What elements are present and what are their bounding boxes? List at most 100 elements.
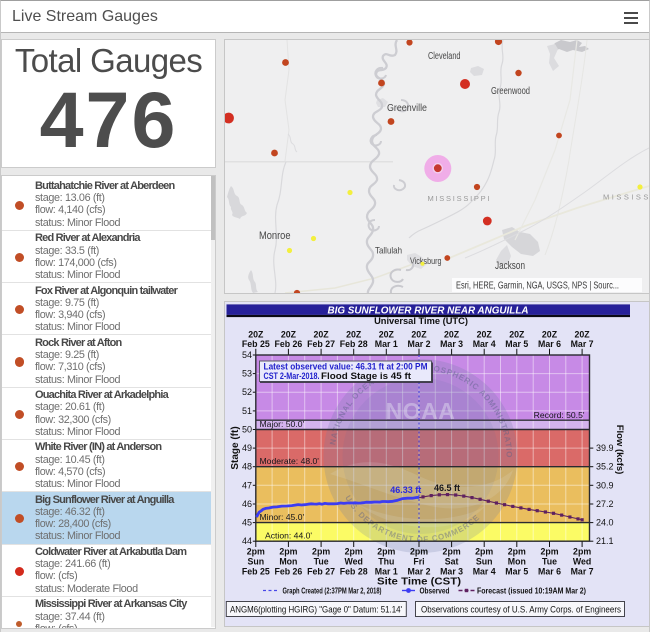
- svg-text:Latest observed value: 46.31: Latest observed value: 46.31 ft at 2:00 …: [263, 362, 427, 372]
- svg-text:2pm: 2pm: [409, 547, 427, 557]
- svg-text:Monroe: Monroe: [259, 230, 291, 242]
- svg-text:20Z: 20Z: [574, 330, 590, 340]
- svg-text:46.33 ft: 46.33 ft: [390, 485, 421, 495]
- svg-text:20Z: 20Z: [444, 330, 460, 340]
- svg-text:Sun: Sun: [475, 557, 492, 567]
- svg-text:MISSISSIPPI: MISSISSIPPI: [427, 194, 489, 203]
- svg-text:Action: 44.0': Action: 44.0': [265, 530, 312, 540]
- svg-text:Sun: Sun: [247, 557, 264, 567]
- svg-text:BIG SUNFLOWER RIVER NEAR ANGUI: BIG SUNFLOWER RIVER NEAR ANGUILLA: [327, 305, 528, 316]
- svg-text:2pm: 2pm: [507, 547, 525, 557]
- svg-text:2pm: 2pm: [573, 547, 591, 557]
- svg-text:53: 53: [241, 369, 251, 379]
- svg-text:2pm: 2pm: [246, 547, 264, 557]
- svg-text:Graph Created (2:37PM Mar 2, 2: Graph Created (2:37PM Mar 2, 2018): [282, 587, 381, 596]
- svg-text:30.9: 30.9: [596, 480, 614, 490]
- svg-text:44: 44: [241, 536, 251, 546]
- svg-text:51: 51: [241, 406, 251, 416]
- svg-text:Stage (ft): Stage (ft): [230, 426, 241, 469]
- svg-text:Mon: Mon: [507, 557, 525, 567]
- svg-text:Greenwood: Greenwood: [491, 86, 530, 97]
- svg-text:Jackson: Jackson: [495, 260, 525, 272]
- svg-text:Wed: Wed: [572, 557, 590, 567]
- svg-text:Site Time (CST): Site Time (CST): [377, 576, 461, 587]
- svg-text:Flow (kcfs): Flow (kcfs): [614, 425, 625, 475]
- svg-text:CST 2-Mar-2018.: CST 2-Mar-2018.: [263, 371, 319, 381]
- svg-text:46: 46: [241, 499, 251, 509]
- svg-text:Feb 25: Feb 25: [241, 339, 269, 349]
- svg-text:24.0: 24.0: [596, 518, 614, 528]
- svg-text:Tallulah: Tallulah: [375, 246, 402, 257]
- svg-text:ANGM6(plotting HGIRG) "Gage 0": ANGM6(plotting HGIRG) "Gage 0" Datum: 51…: [230, 604, 402, 614]
- svg-text:Mar 3: Mar 3: [440, 339, 463, 349]
- svg-text:2pm: 2pm: [312, 547, 330, 557]
- svg-text:Thu: Thu: [378, 557, 394, 567]
- svg-text:Feb 26: Feb 26: [274, 567, 302, 577]
- svg-text:52: 52: [241, 387, 251, 397]
- svg-text:Mar 4: Mar 4: [472, 339, 495, 349]
- svg-text:Feb 25: Feb 25: [241, 567, 269, 577]
- svg-text:20Z: 20Z: [411, 330, 427, 340]
- svg-text:Vicksburg: Vicksburg: [410, 256, 442, 267]
- svg-text:2pm: 2pm: [279, 547, 297, 557]
- svg-text:Fri: Fri: [413, 557, 424, 567]
- svg-text:Moderate: 48.0': Moderate: 48.0': [259, 456, 319, 466]
- svg-text:Mon: Mon: [279, 557, 297, 567]
- svg-text:Feb 27: Feb 27: [307, 339, 335, 349]
- svg-text:20Z: 20Z: [280, 330, 296, 340]
- svg-text:Wed: Wed: [344, 557, 362, 567]
- svg-text:46.5 ft: 46.5 ft: [434, 483, 460, 493]
- svg-text:45: 45: [241, 518, 251, 528]
- svg-text:MISSISSI: MISSISSI: [603, 193, 649, 202]
- svg-text:Sat: Sat: [444, 557, 458, 567]
- svg-text:Tue: Tue: [313, 557, 328, 567]
- svg-text:Mar 1: Mar 1: [374, 567, 397, 577]
- svg-text:Observations courtesy of U.S.: Observations courtesy of U.S. Army Corps…: [421, 604, 621, 614]
- svg-text:2pm: 2pm: [344, 547, 362, 557]
- svg-text:20Z: 20Z: [541, 330, 557, 340]
- svg-text:49: 49: [241, 443, 251, 453]
- svg-text:Forecast (issued 10:19AM Mar 2: Forecast (issued 10:19AM Mar 2): [477, 587, 586, 596]
- svg-text:2pm: 2pm: [540, 547, 558, 557]
- svg-text:35.2: 35.2: [596, 462, 614, 472]
- svg-text:Minor: 45.0': Minor: 45.0': [259, 512, 304, 522]
- svg-text:39.9: 39.9: [596, 443, 614, 453]
- svg-text:Feb 26: Feb 26: [274, 339, 302, 349]
- svg-text:Feb 27: Feb 27: [307, 567, 335, 577]
- svg-text:20Z: 20Z: [346, 330, 362, 340]
- svg-text:Esri, HERE, Garmin, NGA, USGS,: Esri, HERE, Garmin, NGA, USGS, NPS | Sou…: [456, 281, 619, 292]
- svg-text:Observed: Observed: [419, 587, 449, 596]
- svg-text:2pm: 2pm: [377, 547, 395, 557]
- svg-text:Mar 3: Mar 3: [440, 567, 463, 577]
- svg-text:Mar 7: Mar 7: [570, 567, 593, 577]
- svg-text:2pm: 2pm: [442, 547, 460, 557]
- svg-text:Flood Stage is 45 ft: Flood Stage is 45 ft: [321, 371, 411, 381]
- svg-text:Mar 5: Mar 5: [505, 339, 528, 349]
- svg-text:2pm: 2pm: [475, 547, 493, 557]
- svg-text:Feb 28: Feb 28: [339, 339, 367, 349]
- svg-text:20Z: 20Z: [378, 330, 394, 340]
- svg-text:Mar 5: Mar 5: [505, 567, 528, 577]
- svg-text:Feb 28: Feb 28: [339, 567, 367, 577]
- svg-text:47: 47: [241, 480, 251, 490]
- svg-text:Major: 50.0': Major: 50.0': [259, 419, 304, 429]
- svg-text:20Z: 20Z: [313, 330, 329, 340]
- svg-text:Mar 1: Mar 1: [374, 339, 397, 349]
- svg-text:21.1: 21.1: [596, 536, 614, 546]
- svg-text:Record: 50.5': Record: 50.5': [533, 410, 584, 420]
- svg-text:Mar 2: Mar 2: [407, 567, 430, 577]
- svg-text:Greenville: Greenville: [387, 102, 427, 114]
- svg-text:Mar 4: Mar 4: [472, 567, 495, 577]
- svg-text:27.2: 27.2: [596, 499, 614, 509]
- svg-text:Mar 7: Mar 7: [570, 339, 593, 349]
- svg-text:48: 48: [241, 462, 251, 472]
- svg-text:Cleveland: Cleveland: [428, 51, 461, 62]
- svg-text:54: 54: [241, 350, 251, 360]
- svg-text:20Z: 20Z: [476, 330, 492, 340]
- svg-text:Mar 6: Mar 6: [538, 339, 561, 349]
- svg-text:20Z: 20Z: [248, 330, 264, 340]
- svg-text:Mar 6: Mar 6: [538, 567, 561, 577]
- svg-text:Tue: Tue: [542, 557, 557, 567]
- svg-text:Mar 2: Mar 2: [407, 339, 430, 349]
- svg-text:50: 50: [241, 425, 251, 435]
